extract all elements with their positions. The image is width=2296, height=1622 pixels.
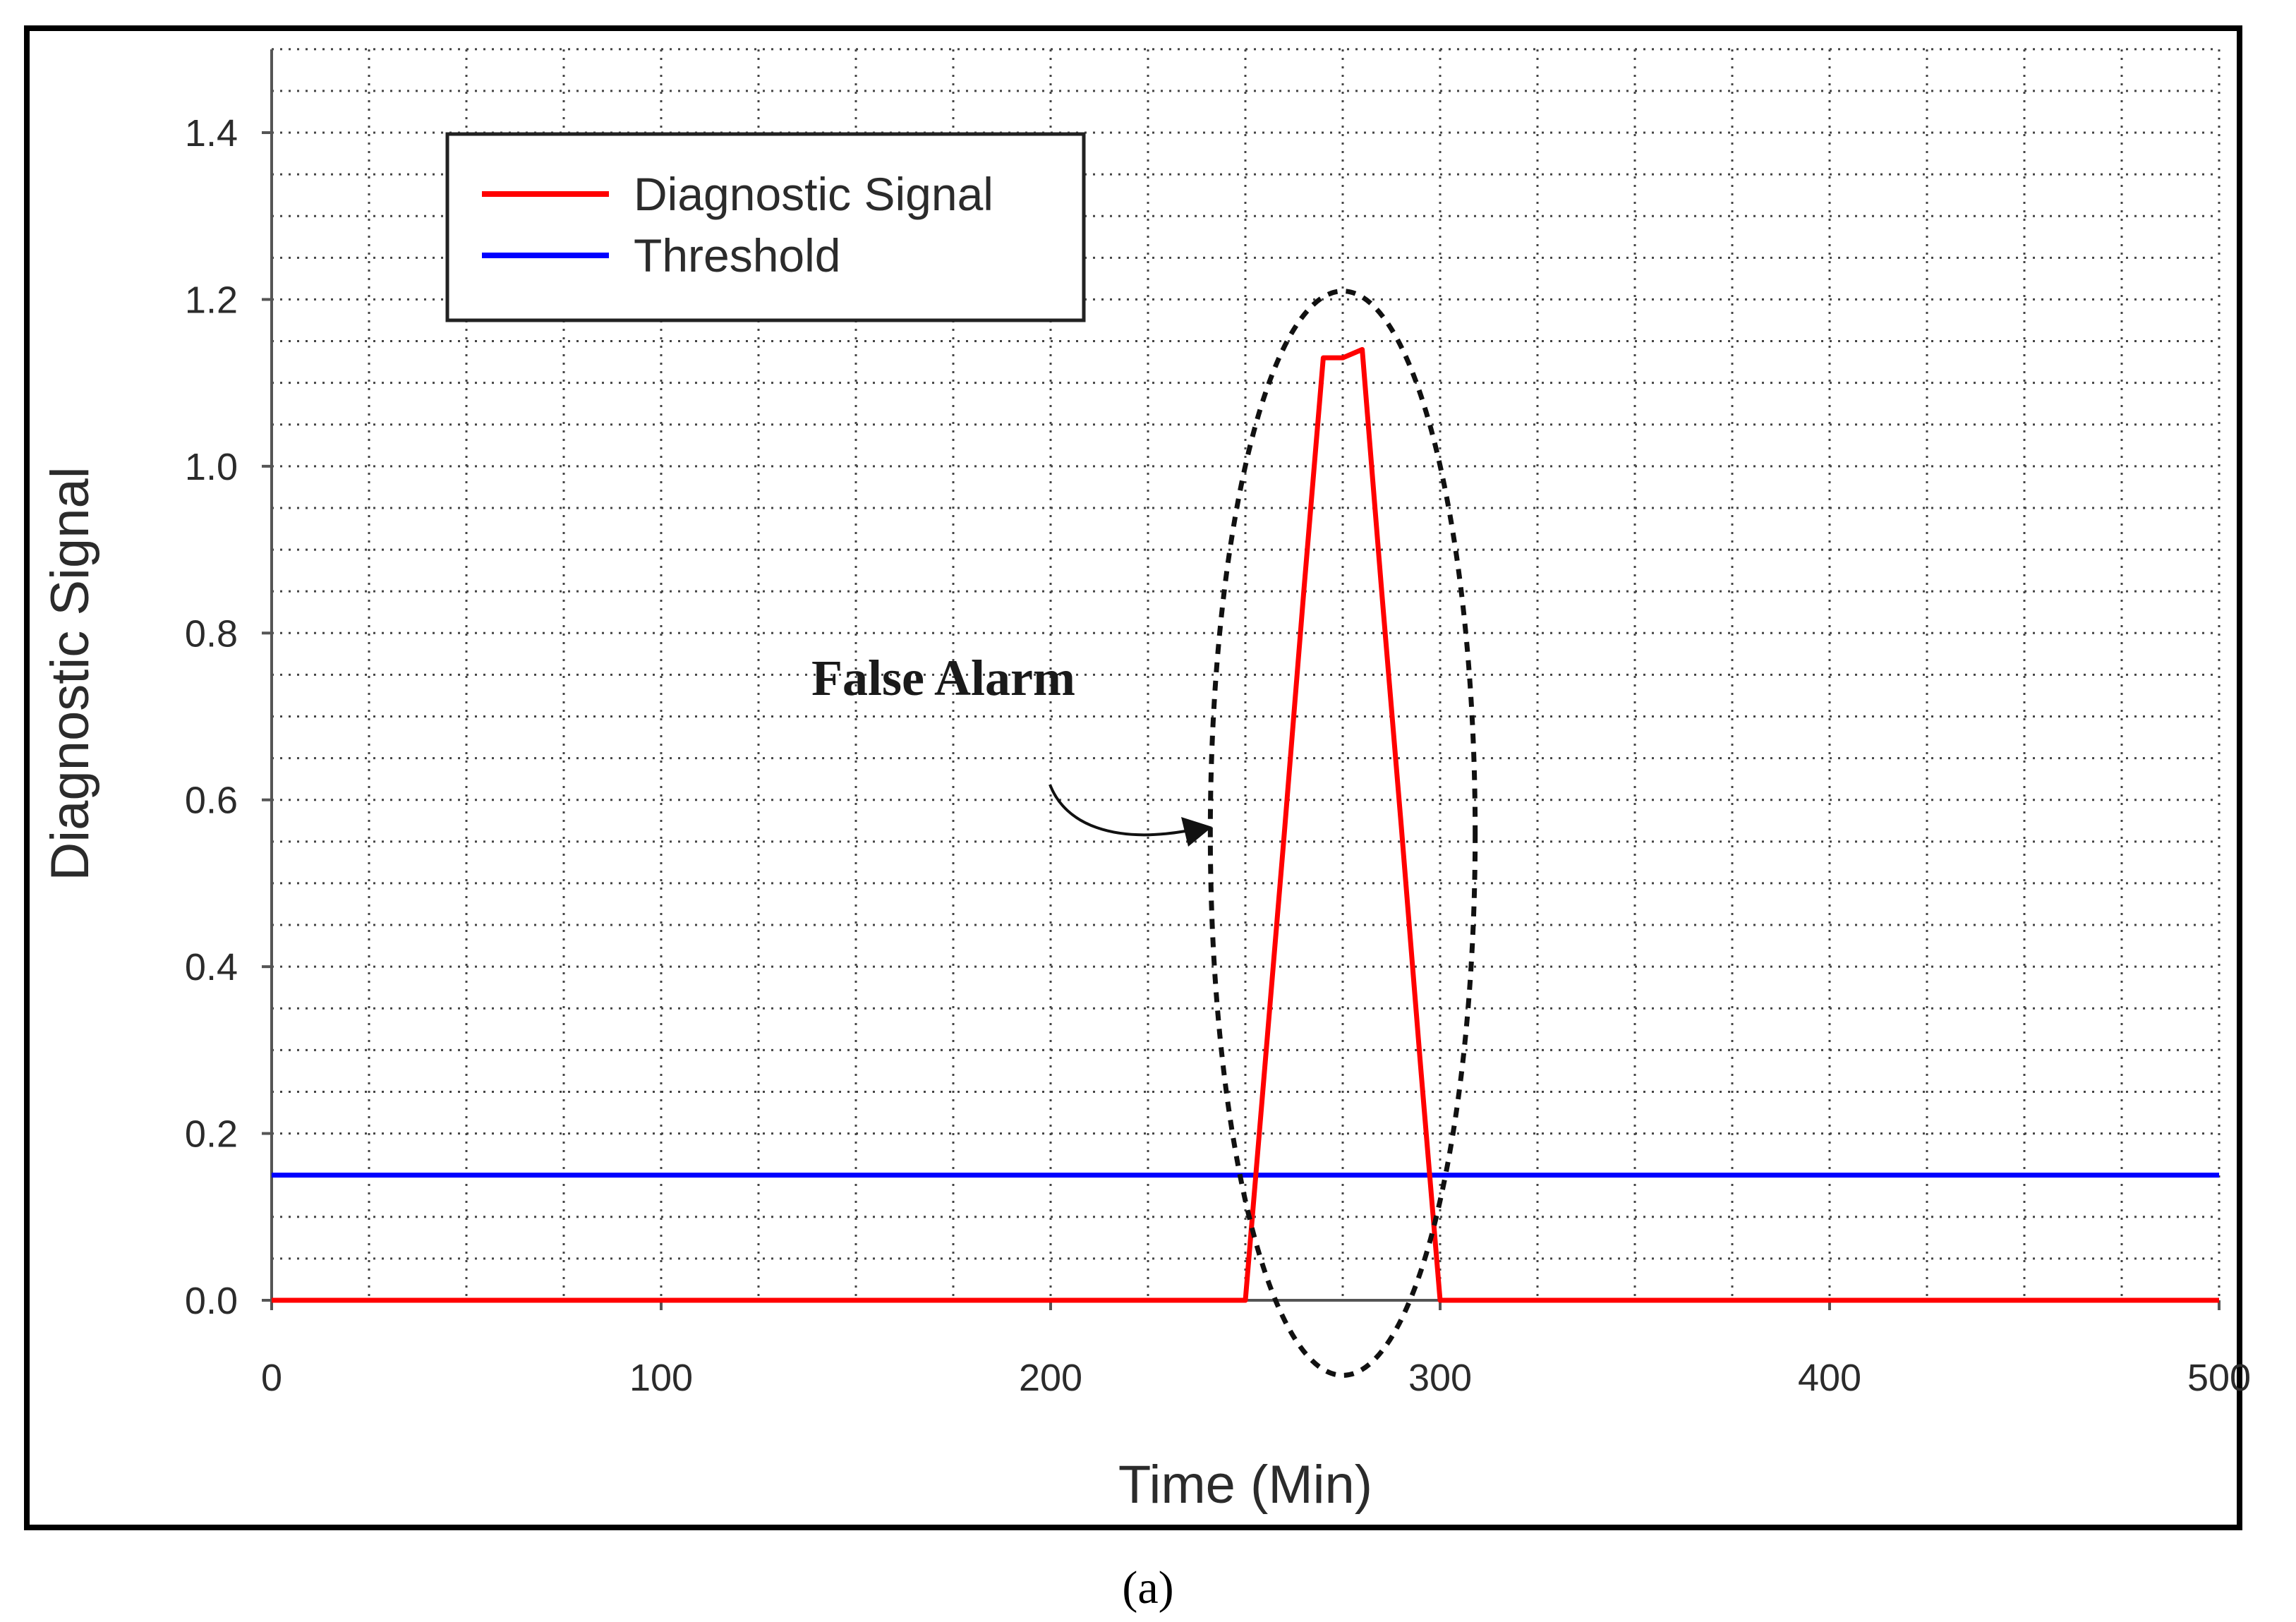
figure-frame: [24, 25, 2242, 1530]
false-alarm-arrow: [1049, 784, 1186, 837]
y-tick-label: 0.2: [185, 1113, 238, 1156]
y-tick-label: 1.0: [185, 446, 238, 488]
legend-label-threshold: Threshold: [634, 229, 841, 282]
figure-caption: (a): [1122, 1562, 1173, 1614]
x-tick-label: 100: [629, 1357, 693, 1399]
ticks: 0 100 200 300 400 500 0.0 0.2 0.4 0.6 0.8 1.0 1.2 1.4: [185, 112, 2251, 1399]
series-line-diagnostic-signal: [272, 346, 2219, 1303]
y-tick-label: 0.8: [185, 612, 238, 655]
false-alarm-arrowhead-icon: [1181, 817, 1212, 847]
false-alarm-label: False Alarm: [811, 650, 1075, 706]
x-tick-label: 0: [261, 1357, 282, 1399]
legend-box: [445, 132, 1086, 322]
legend-label-diagnostic-signal: Diagnostic Signal: [634, 168, 993, 220]
y-tick-label: 1.2: [185, 279, 238, 321]
y-tick-label: 0.4: [185, 946, 238, 988]
x-tick-label: 200: [1019, 1357, 1082, 1399]
y-tick-label: 1.4: [185, 112, 238, 155]
x-tick-label: 400: [1798, 1357, 1861, 1399]
x-tick-label: 300: [1408, 1357, 1472, 1399]
y-tick-label: 0.0: [185, 1280, 238, 1322]
y-tick-label: 0.6: [185, 780, 238, 822]
y-axis-title: Diagnostic Signal: [40, 466, 100, 880]
x-tick-label: 500: [2187, 1357, 2251, 1399]
x-axis-title: Time (Min): [1118, 1455, 1372, 1515]
false-alarm-ellipse: [1207, 289, 1478, 1378]
